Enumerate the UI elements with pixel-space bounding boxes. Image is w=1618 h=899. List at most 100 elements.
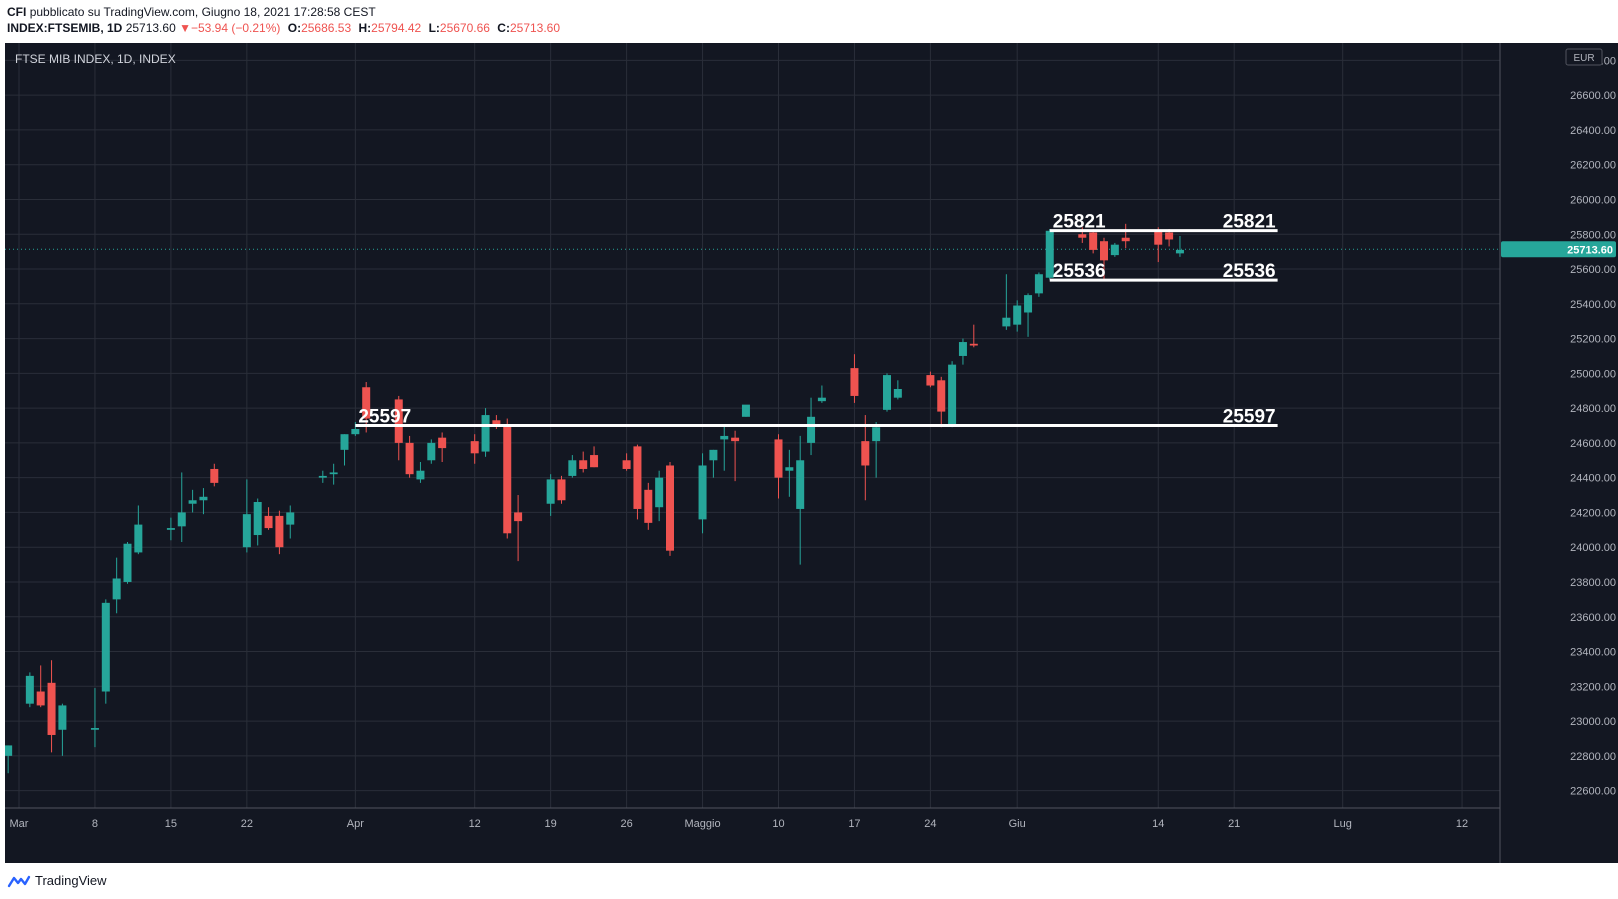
- candle-body: [579, 460, 588, 469]
- candle-body: [1154, 230, 1163, 245]
- x-tick-label: Mar: [10, 818, 29, 830]
- candle-body: [948, 364, 957, 426]
- footer-brand: TradingView: [7, 873, 107, 888]
- ohlc-legend: INDEX:FTSEMIB, 1D 25713.60 ▼−53.94 (−0.2…: [7, 21, 560, 35]
- level-right-label: 25821: [1223, 212, 1276, 233]
- price-axis[interactable]: [1500, 43, 1618, 863]
- candle-body: [210, 468, 219, 483]
- candle-body: [427, 442, 436, 461]
- open-value: 25686.53: [301, 21, 352, 35]
- candle-body: [937, 380, 946, 412]
- x-tick-label: Giu: [1009, 818, 1026, 830]
- candle-body: [1013, 305, 1022, 325]
- candle-body: [134, 524, 143, 553]
- candle-body: [416, 470, 425, 480]
- candle-body: [481, 415, 490, 452]
- candle-body: [546, 479, 555, 504]
- candle-body: [774, 439, 783, 478]
- candle-body: [438, 437, 447, 449]
- y-tick-label: 26000.00: [1570, 194, 1616, 206]
- level-right-label: 25536: [1223, 261, 1276, 282]
- candle-body: [253, 502, 262, 536]
- candle-body: [101, 602, 110, 692]
- candle-body: [720, 435, 729, 440]
- candle-body: [969, 343, 978, 346]
- candle-body: [666, 465, 674, 551]
- close-value: 25713.60: [509, 21, 561, 35]
- candle-body: [351, 428, 360, 435]
- candle-body: [590, 455, 599, 468]
- candle-body: [362, 387, 371, 419]
- x-tick-label: Maggio: [685, 818, 721, 830]
- candle-body: [264, 515, 273, 529]
- candle-body: [861, 441, 870, 466]
- high-label: H:: [358, 21, 372, 35]
- x-tick-label: 26: [620, 818, 632, 830]
- level-right-label: 25597: [1223, 407, 1276, 428]
- candlestick-chart[interactable]: 22600.00 22800.00 23000.00 23200.00 23400.00…: [4, 43, 1618, 863]
- candle-body: [1175, 249, 1184, 254]
- y-tick-label: 26400.00: [1570, 125, 1616, 137]
- candle-body: [188, 500, 197, 504]
- x-tick-label: 21: [1228, 818, 1240, 830]
- level-left-label: 25821: [1053, 212, 1106, 233]
- y-tick-label: 25000.00: [1570, 368, 1616, 380]
- x-tick-label: 17: [848, 818, 860, 830]
- candle-body: [112, 578, 121, 600]
- candle-body: [242, 514, 251, 548]
- brand-name: TradingView: [35, 873, 107, 888]
- x-tick-label: 10: [772, 818, 784, 830]
- open-label: O:: [287, 21, 302, 35]
- y-tick-label: 25400.00: [1570, 299, 1616, 311]
- candle-body: [644, 489, 653, 523]
- candle-body: [1002, 317, 1011, 327]
- x-tick-label: Lug: [1334, 818, 1352, 830]
- candle-body: [709, 449, 718, 461]
- chart-title: FTSE MIB INDEX, 1D, INDEX: [15, 52, 176, 66]
- candle-body: [633, 446, 642, 509]
- x-tick-label: 24: [924, 818, 936, 830]
- candle-body: [405, 442, 414, 475]
- tradingview-logo-icon: [7, 875, 31, 887]
- high-value: 25794.42: [371, 21, 422, 35]
- candle-body: [1100, 241, 1108, 261]
- currency-label: EUR: [1573, 53, 1594, 64]
- candle-body: [90, 728, 99, 730]
- y-tick-label: 26200.00: [1570, 160, 1616, 172]
- candle-body: [796, 460, 805, 509]
- candle-body: [926, 375, 935, 386]
- candle-body: [807, 416, 816, 443]
- x-tick-label: 19: [545, 818, 557, 830]
- candle-body: [1078, 234, 1087, 238]
- level-left-label: 25536: [1053, 261, 1106, 282]
- y-tick-label: 23200.00: [1570, 681, 1616, 693]
- x-tick-label: 12: [469, 818, 481, 830]
- candle-body: [166, 528, 175, 530]
- price-change: −53.94 (−0.21%): [190, 21, 281, 35]
- candle-body: [557, 479, 566, 501]
- chart-area[interactable]: 22600.00 22800.00 23000.00 23200.00 23400.00…: [4, 43, 1618, 863]
- candle-body: [329, 472, 338, 475]
- candle-body: [25, 675, 34, 704]
- low-value: 25670.66: [439, 21, 490, 35]
- candle-body: [36, 691, 45, 706]
- candle-body: [850, 368, 859, 396]
- y-tick-label: 26600.00: [1570, 90, 1616, 102]
- level-left-label: 25597: [358, 407, 411, 428]
- candle-body: [741, 404, 750, 417]
- currency-badge: [1565, 48, 1603, 66]
- candle-body: [785, 467, 794, 471]
- y-tick-label: 25200.00: [1570, 334, 1616, 346]
- candle-body: [872, 427, 881, 442]
- symbol-label: INDEX:FTSEMIB, 1D: [7, 21, 123, 35]
- x-tick-label: 15: [165, 818, 177, 830]
- y-tick-label: 24600.00: [1570, 438, 1616, 450]
- candle-body: [1110, 244, 1119, 256]
- candle-body: [503, 425, 512, 534]
- publish-text: pubblicato su TradingView.com, Giugno 18…: [29, 5, 376, 19]
- y-tick-label: 25600.00: [1570, 264, 1616, 276]
- y-tick-label: 25800.00: [1570, 229, 1616, 241]
- candle-body: [394, 399, 403, 443]
- candle-body: [123, 543, 132, 582]
- last-price: 25713.60: [125, 21, 176, 35]
